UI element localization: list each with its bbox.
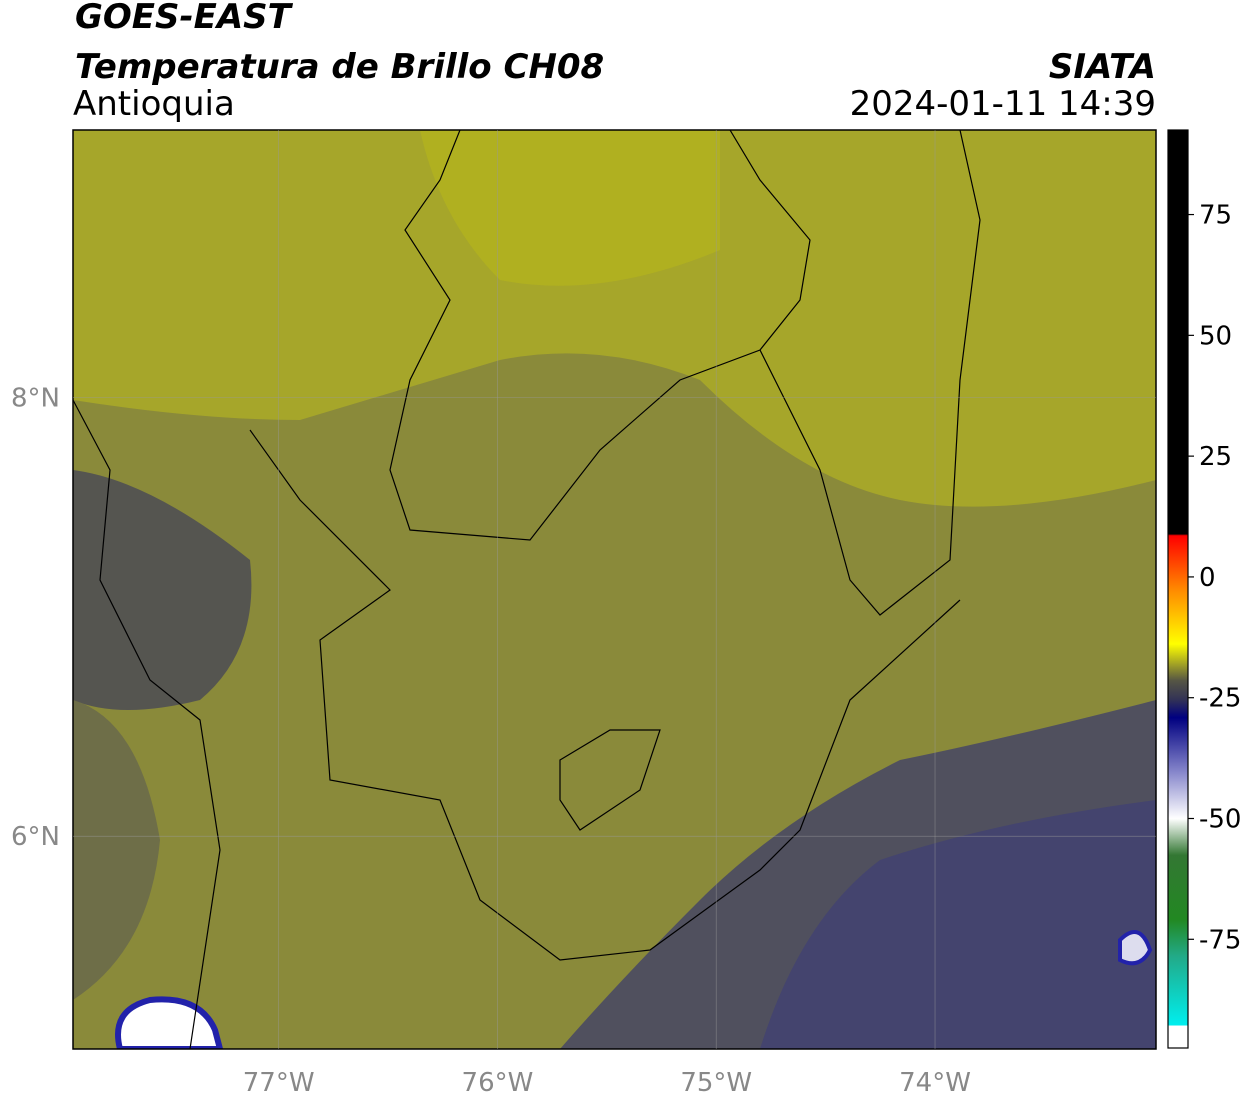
colorbar-label: 0 — [1199, 563, 1216, 593]
colorbar-label: -50 — [1199, 805, 1241, 835]
lon-label: 77°W — [243, 1068, 315, 1098]
source: SIATA — [1049, 47, 1156, 87]
map-image — [73, 130, 1156, 1049]
lat-label: 6°N — [11, 822, 60, 852]
colorbar — [1167, 129, 1189, 1049]
colorbar-label: -25 — [1199, 684, 1241, 714]
map-frame — [72, 129, 1157, 1050]
datetime: 2024-01-11 14:39 — [850, 84, 1156, 124]
lon-label: 75°W — [680, 1068, 752, 1098]
lon-label: 74°W — [899, 1068, 971, 1098]
colorbar-label: 75 — [1199, 201, 1232, 231]
title: GOES-EAST — [75, 0, 294, 37]
lon-label: 76°W — [462, 1068, 534, 1098]
region: Antioquia — [73, 84, 235, 124]
colorbar-label: 50 — [1199, 321, 1232, 351]
subtitle: Temperatura de Brillo CH08 — [75, 47, 604, 87]
colorbar-label: -75 — [1199, 925, 1241, 955]
colorbar-label: 25 — [1199, 442, 1232, 472]
lat-label: 8°N — [11, 384, 60, 414]
